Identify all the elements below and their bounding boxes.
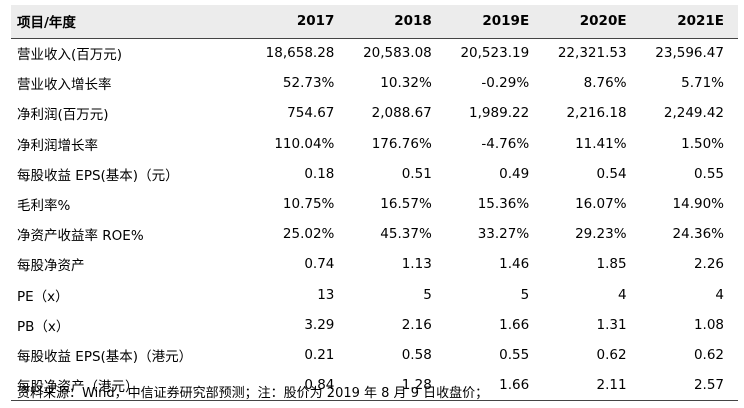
table-row: PE（x） 13 5 5 4 4 — [11, 280, 738, 310]
value-cell: 0.62 — [693, 346, 724, 363]
table-row: PB（x） 3.29 2.16 1.66 1.31 1.08 — [11, 310, 738, 340]
value-cell: 10.75% — [282, 196, 335, 213]
value-cell: 754.67 — [287, 105, 335, 122]
value-cell: 45.37% — [380, 226, 432, 243]
header-year-cell: 2020E — [543, 5, 641, 39]
source-footnote: 资料来源：Wind，中信证券研究部预测；注：股价为 2019 年 8 月 9 日… — [17, 386, 489, 401]
table-row: 净资产收益率 ROE% 25.02% 45.37% 33.27% 29.23% 24.36… — [11, 219, 738, 249]
table-row: 每股净资产（港元） 0.84 1.28 1.66 2.11 2.57 — [11, 370, 738, 401]
value-cell: 1.28 — [348, 370, 446, 401]
value-cell: 0.18 — [304, 165, 335, 182]
value-cell: 3.29 — [304, 316, 335, 333]
value-cell: 13 — [317, 286, 335, 303]
value-cell: 1.50% — [681, 135, 724, 152]
row-label-cell: 每股净资产（港元） — [11, 370, 251, 401]
value-cell: 10.32% — [380, 75, 432, 92]
header-year-cell: 2018 — [348, 5, 446, 39]
value-cell: 2.11 — [543, 370, 641, 401]
value-cell: 2.26 — [693, 256, 724, 273]
value-cell: 176.76% — [371, 135, 432, 152]
value-cell: 5.71% — [681, 75, 724, 92]
row-label-cell: 每股收益 EPS(基本)（港元） — [17, 348, 193, 365]
value-cell: 2.16 — [401, 316, 432, 333]
table-row: 每股收益 EPS(基本)（元） 0.18 0.51 0.49 0.54 0.55 — [11, 159, 738, 189]
value-cell: 0.62 — [596, 346, 627, 363]
table-body: 营业收入(百万元) 18,658.28 20,583.08 20,523.19 22,3… — [11, 38, 738, 401]
value-cell: 52.73% — [282, 75, 335, 92]
value-cell: 24.36% — [672, 226, 724, 243]
value-cell: 20,583.08 — [363, 45, 432, 62]
value-cell: 15.36% — [477, 196, 530, 213]
row-label-cell: PB（x） — [17, 318, 70, 335]
table-row: 净利润增长率 110.04% 176.76% -4.76% 11.41% 1.50% — [11, 129, 738, 159]
value-cell: 14.90% — [672, 196, 724, 213]
value-cell: 1.66 — [445, 370, 544, 401]
value-cell: 18,658.28 — [265, 45, 335, 62]
value-cell: 8.76% — [583, 75, 627, 92]
value-cell: 0.21 — [304, 346, 335, 363]
value-cell: 2,088.67 — [371, 105, 432, 122]
table-row: 毛利率% 10.75% 16.57% 15.36% 16.07% 14.90% — [11, 189, 738, 219]
value-cell: 33.27% — [477, 226, 530, 243]
value-cell: 20,523.19 — [460, 45, 530, 62]
header-year-cell: 2019E — [445, 5, 544, 39]
value-cell: 2,216.18 — [566, 105, 627, 122]
table-row: 营业收入(百万元) 18,658.28 20,583.08 20,523.19 22,3… — [11, 38, 738, 68]
value-cell: 5 — [423, 286, 432, 303]
value-cell: 2.57 — [640, 370, 738, 401]
row-label-cell: 净利润(百万元) — [17, 107, 109, 124]
table-row: 每股收益 EPS(基本)（港元） 0.21 0.58 0.55 0.62 0.62 — [11, 340, 738, 370]
header-label-cell: 项目/年度 — [11, 5, 251, 39]
value-cell: 1.66 — [499, 316, 530, 333]
value-cell: 1.85 — [596, 256, 627, 273]
value-cell: 1.31 — [596, 316, 627, 333]
value-cell: 16.07% — [575, 196, 627, 213]
value-cell: 0.74 — [304, 256, 335, 273]
header-year-cell: 2017 — [251, 5, 349, 39]
value-cell: 0.49 — [499, 165, 530, 182]
table-row: 营业收入增长率 52.73% 10.32% -0.29% 8.76% 5.71% — [11, 68, 738, 98]
row-label-cell: 毛利率% — [17, 198, 71, 215]
row-label-cell: 营业收入(百万元) — [17, 47, 123, 64]
value-cell: 1.08 — [693, 316, 724, 333]
value-cell: 4 — [715, 286, 724, 303]
row-label-cell: 每股净资产 — [17, 258, 85, 275]
value-cell: 1.13 — [401, 256, 432, 273]
value-cell: 0.55 — [693, 165, 724, 182]
value-cell: 1,989.22 — [469, 105, 530, 122]
value-cell: 5 — [520, 286, 530, 303]
value-cell: 0.55 — [499, 346, 530, 363]
value-cell: 110.04% — [274, 135, 335, 152]
value-cell: 4 — [617, 286, 627, 303]
financial-table-container: 项目/年度 2017 2018 2019E 2020E 2021E 营业收入(百万元) 18… — [0, 5, 744, 401]
table-header-row: 项目/年度 2017 2018 2019E 2020E 2021E — [11, 5, 738, 39]
value-cell: -4.76% — [481, 135, 530, 152]
header-year-cell: 2021E — [640, 5, 738, 39]
value-cell: 29.23% — [575, 226, 627, 243]
value-cell: 0.58 — [401, 346, 432, 363]
value-cell: 1.46 — [499, 256, 530, 273]
value-cell: 25.02% — [282, 226, 335, 243]
table-row: 每股净资产 0.74 1.13 1.46 1.85 2.26 — [11, 249, 738, 279]
value-cell: 0.84 — [251, 370, 349, 401]
row-label-cell: 每股收益 EPS(基本)（元） — [17, 167, 179, 184]
value-cell: 2,249.42 — [663, 105, 724, 122]
value-cell: 16.57% — [380, 196, 432, 213]
row-label-cell: 营业收入增长率 — [17, 77, 112, 94]
value-cell: -0.29% — [481, 75, 530, 92]
value-cell: 0.54 — [596, 165, 627, 182]
value-cell: 22,321.53 — [557, 45, 627, 62]
row-label-cell: 净利润增长率 — [17, 137, 98, 154]
row-label-cell: 净资产收益率 ROE% — [17, 228, 144, 245]
financial-forecast-table: 项目/年度 2017 2018 2019E 2020E 2021E 营业收入(百万元) 18… — [11, 5, 738, 401]
table-row: 净利润(百万元) 754.67 2,088.67 1,989.22 2,216.18 2,… — [11, 98, 738, 128]
value-cell: 23,596.47 — [655, 45, 724, 62]
value-cell: 0.51 — [401, 165, 432, 182]
row-label-cell: PE（x） — [17, 288, 69, 305]
value-cell: 11.41% — [575, 135, 627, 152]
